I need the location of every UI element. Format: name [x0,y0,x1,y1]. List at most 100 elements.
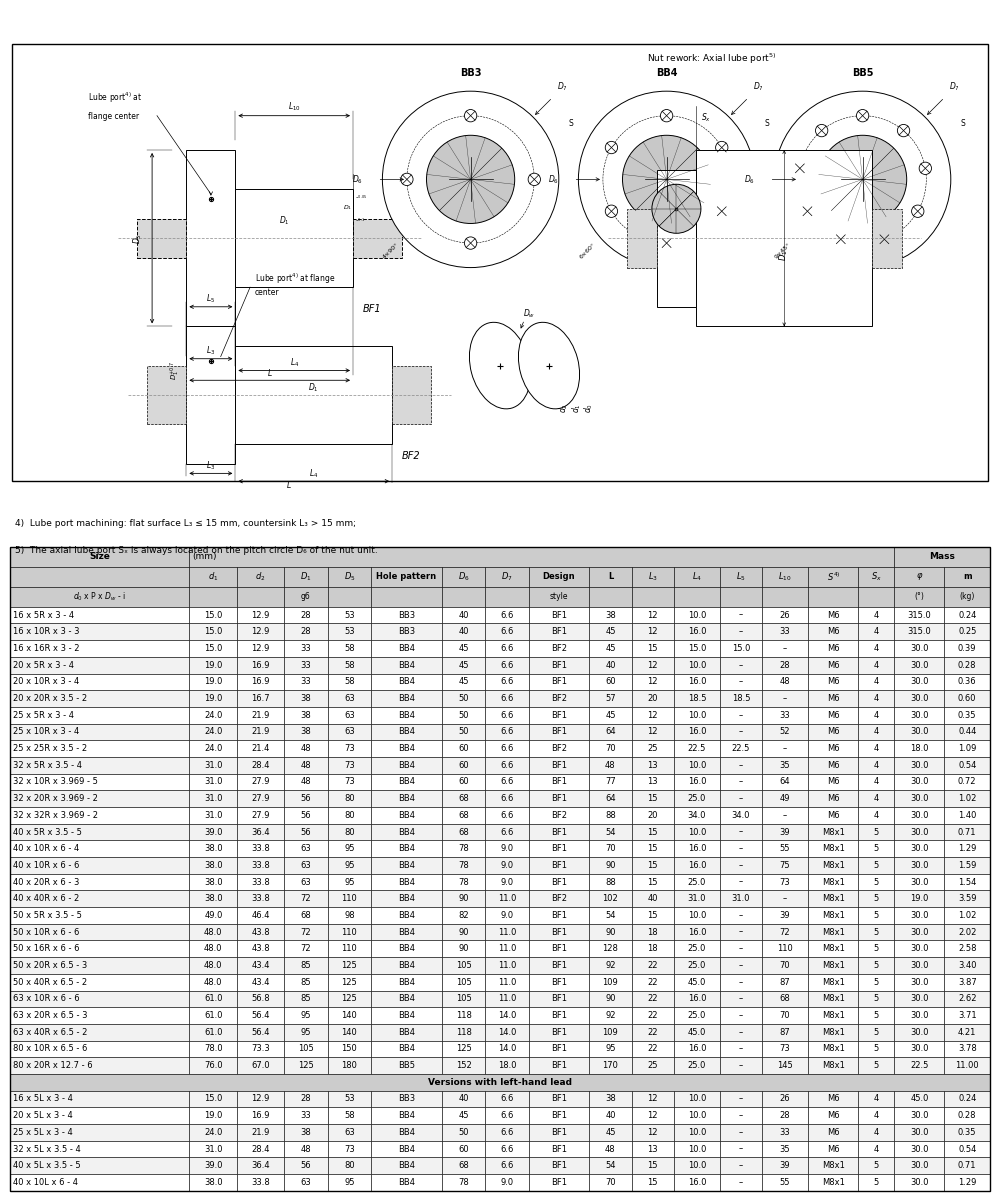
Text: 4: 4 [874,660,879,670]
Bar [189,790,237,807]
Text: 40 x 40R x 6 - 2: 40 x 40R x 6 - 2 [13,894,79,903]
Bar [762,891,808,907]
Bar [485,1140,529,1157]
Text: 63 x 20R x 6.5 - 3: 63 x 20R x 6.5 - 3 [13,1011,87,1020]
Bar [858,824,894,841]
Bar [371,1157,442,1174]
Text: M8x1: M8x1 [822,827,845,837]
Bar [720,757,762,774]
Text: 32 x 5L x 3.5 - 4: 32 x 5L x 3.5 - 4 [13,1145,81,1153]
Text: 20 x 5R x 3 - 4: 20 x 5R x 3 - 4 [13,660,74,670]
Text: BB4: BB4 [398,1011,415,1020]
Bar [632,607,674,623]
Text: 78: 78 [458,844,469,854]
Bar [944,974,990,991]
Text: 40: 40 [458,610,469,620]
Text: BB4: BB4 [398,727,415,737]
Bar [284,1024,328,1041]
Text: 20 x 10R x 3 - 4: 20 x 10R x 3 - 4 [13,677,79,687]
Text: 39.0: 39.0 [204,1162,223,1170]
Text: 49: 49 [780,794,790,804]
Text: $D_w$: $D_w$ [523,308,536,320]
Bar [529,790,589,807]
Bar [328,1140,371,1157]
Bar [720,1157,762,1174]
Text: 31.0: 31.0 [204,1145,223,1153]
Bar [858,567,894,586]
Bar [858,724,894,740]
Bar [10,891,189,907]
Bar [485,807,529,824]
Bar [720,991,762,1008]
Bar [944,757,990,774]
Bar [589,567,632,586]
Text: Size: Size [89,552,110,561]
Text: –: – [739,727,743,737]
Text: 27.9: 27.9 [251,777,270,787]
Bar [10,841,189,857]
Bar [944,623,990,640]
Bar [894,657,944,673]
Bar [189,991,237,1008]
Text: 18: 18 [648,928,658,936]
Bar [894,1124,944,1140]
Bar [762,841,808,857]
Text: 38.0: 38.0 [204,844,223,854]
Text: 4: 4 [874,610,879,620]
Text: 43.8: 43.8 [251,944,270,953]
Text: BF2: BF2 [551,811,567,820]
Text: 60: 60 [458,777,469,787]
Text: BB4: BB4 [398,1128,415,1137]
Text: 11.0: 11.0 [498,995,516,1003]
Text: 21.9: 21.9 [251,1128,270,1137]
Text: 45.0: 45.0 [688,1028,706,1036]
Text: 90: 90 [605,928,616,936]
Text: 5: 5 [874,995,879,1003]
Text: 70: 70 [605,1178,616,1187]
Bar [627,209,657,267]
Text: 3.59: 3.59 [958,894,976,903]
Bar [720,807,762,824]
Bar [10,724,189,740]
Bar [442,690,485,707]
Text: 4: 4 [874,1145,879,1153]
Bar [529,586,589,607]
Bar [10,657,189,673]
Text: 22.5: 22.5 [688,744,706,753]
Text: 80: 80 [344,794,355,804]
Text: 1.02: 1.02 [958,794,976,804]
Text: 50: 50 [458,694,469,703]
Text: 30.0: 30.0 [910,761,929,770]
Bar [762,1090,808,1107]
Text: 33: 33 [300,660,311,670]
Bar [808,1008,858,1024]
Text: 170: 170 [602,1061,618,1070]
Bar [284,586,328,607]
Text: 4: 4 [874,677,879,687]
Bar [237,941,284,958]
Bar [328,740,371,757]
Bar [10,707,189,724]
Text: 25.0: 25.0 [688,1061,706,1070]
Bar [944,707,990,724]
Bar [237,724,284,740]
Bar [632,640,674,657]
Text: BF2: BF2 [402,450,421,461]
Text: 4: 4 [874,627,879,636]
Bar [328,874,371,891]
Bar [808,673,858,690]
Bar [442,1174,485,1190]
Bar [189,941,237,958]
Text: 10.0: 10.0 [688,1112,706,1120]
Text: 15.0: 15.0 [204,644,223,653]
Text: M8x1: M8x1 [822,894,845,903]
Text: $L_3$: $L_3$ [206,344,216,357]
Bar [894,958,944,974]
Bar [762,673,808,690]
Bar [237,673,284,690]
Bar [371,673,442,690]
Text: BB4: BB4 [398,1178,415,1187]
Text: BF1: BF1 [551,1011,567,1020]
Text: –: – [739,995,743,1003]
Text: 15: 15 [648,844,658,854]
